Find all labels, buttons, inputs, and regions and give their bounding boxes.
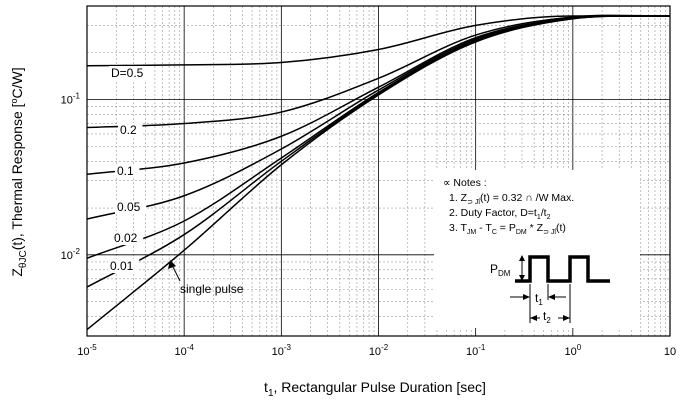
y-tick-label: 10-2 (61, 247, 81, 262)
x-tick-label: 10-5 (77, 343, 97, 358)
curve-label: D=0.5 (111, 66, 144, 80)
t1-label: t1 (535, 291, 543, 307)
note-2: 2. Duty Factor, D=t1/t2 (449, 207, 551, 221)
curve-label-bg (115, 164, 140, 178)
pulse-waveform (515, 255, 610, 283)
t1-arrowhead-right (548, 294, 555, 300)
x-tick-label: 10-3 (272, 343, 292, 358)
single-pulse-pointer (168, 260, 181, 282)
t1-arrowhead-left (523, 294, 530, 300)
series-lines (86, 14, 671, 331)
notes-box: ∝ Notes : 1. Z⊃ Jΐ(t) = 0.32 ∩ /W Max. 2… (434, 170, 640, 248)
curve-labels: D=0.5 0.2 0.1 0.05 0.02 0.01 single pulse (108, 66, 244, 296)
curve-label: 0.05 (117, 200, 141, 214)
tick-labels: 10-5 10-4 10-3 10-2 10-1 100 10 10-2 10-1 (61, 91, 677, 358)
curve-label: 0.1 (117, 164, 134, 178)
curve-label-bg (108, 259, 140, 273)
curve-label-bg (112, 231, 144, 245)
curve-label: 0.02 (114, 231, 138, 245)
t2-label: t2 (543, 309, 551, 325)
pdm-label: PDM (490, 262, 511, 278)
x-tick-label: 10-1 (466, 343, 486, 358)
note-1: 1. Z⊃ Jΐ(t) = 0.32 ∩ /W Max. (449, 192, 574, 206)
t2-arrowhead-right (563, 315, 570, 321)
t2-arrowhead-left (530, 315, 537, 321)
y-axis-title: ZθJC(t), Thermal Response [oC/W] (9, 67, 29, 276)
x-axis-title: t1, Rectangular Pulse Duration [sec] (264, 379, 486, 399)
t2-label-bg (540, 309, 558, 323)
series-line-0-2 (86, 14, 671, 129)
curve-label: 0.2 (120, 123, 137, 137)
series-line-single-pulse (86, 15, 671, 331)
x-tick-label: 10-2 (369, 343, 389, 358)
curve-label-bg (109, 66, 147, 80)
x-tick-label: 100 (564, 343, 581, 358)
pulse-diagram: PDM t1 t2 (434, 248, 640, 328)
pdm-arrow-down (519, 275, 525, 281)
single-pulse-arrow-line (171, 264, 181, 282)
single-pulse-arrowhead (168, 260, 176, 269)
note-3: 3. TJM - TC = PDM * Z⊃ Jΐ(t) (449, 222, 566, 236)
x-tick-label: 10 (664, 346, 676, 358)
pdm-arrow-up (519, 255, 525, 261)
pulse-diagram-background (434, 248, 640, 328)
curve-label: 0.01 (110, 259, 134, 273)
notes-header: ∝ Notes : (443, 177, 487, 189)
x-tick-label: 10-4 (174, 343, 194, 358)
y-tick-label: 10-1 (61, 91, 81, 106)
series-line-d-0-5 (86, 15, 670, 67)
curve-label: single pulse (180, 282, 244, 296)
curve-label-bg (118, 123, 143, 137)
curve-label-bg (115, 200, 147, 214)
plot-frame (86, 5, 671, 337)
notes-background (434, 170, 640, 248)
